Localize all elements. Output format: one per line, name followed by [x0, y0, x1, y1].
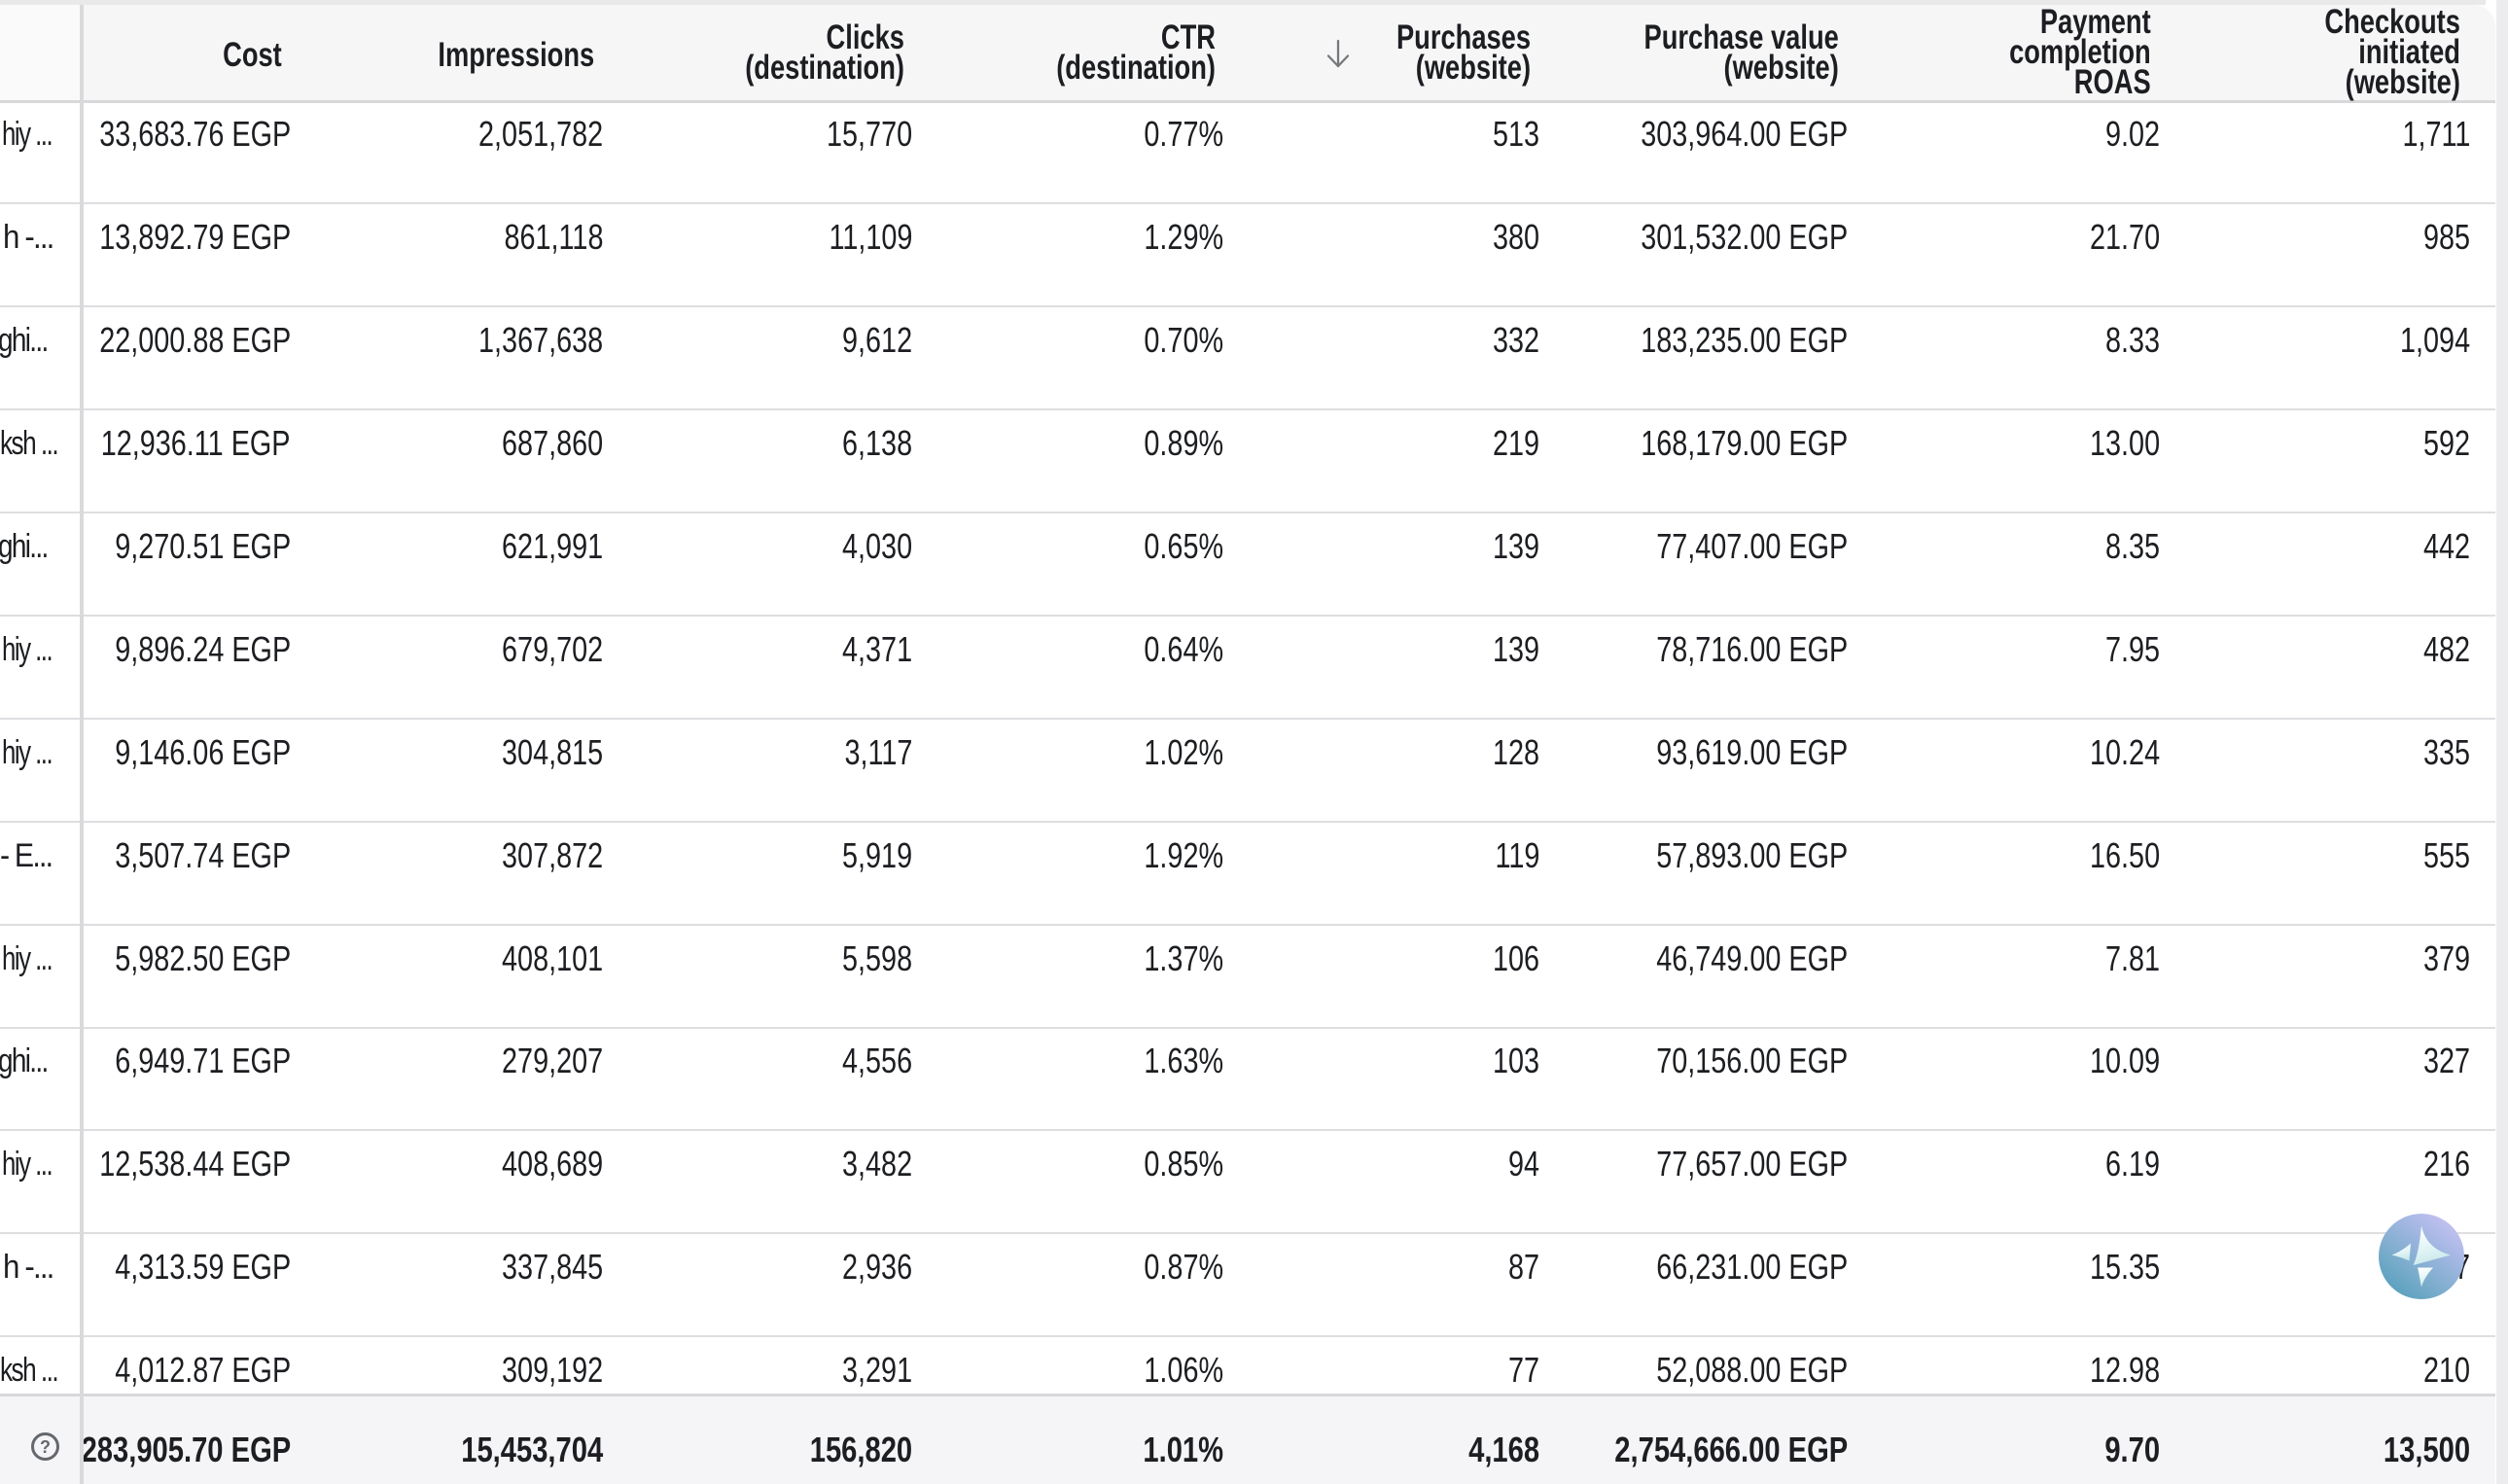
svg-text:?: ? — [40, 1437, 51, 1457]
